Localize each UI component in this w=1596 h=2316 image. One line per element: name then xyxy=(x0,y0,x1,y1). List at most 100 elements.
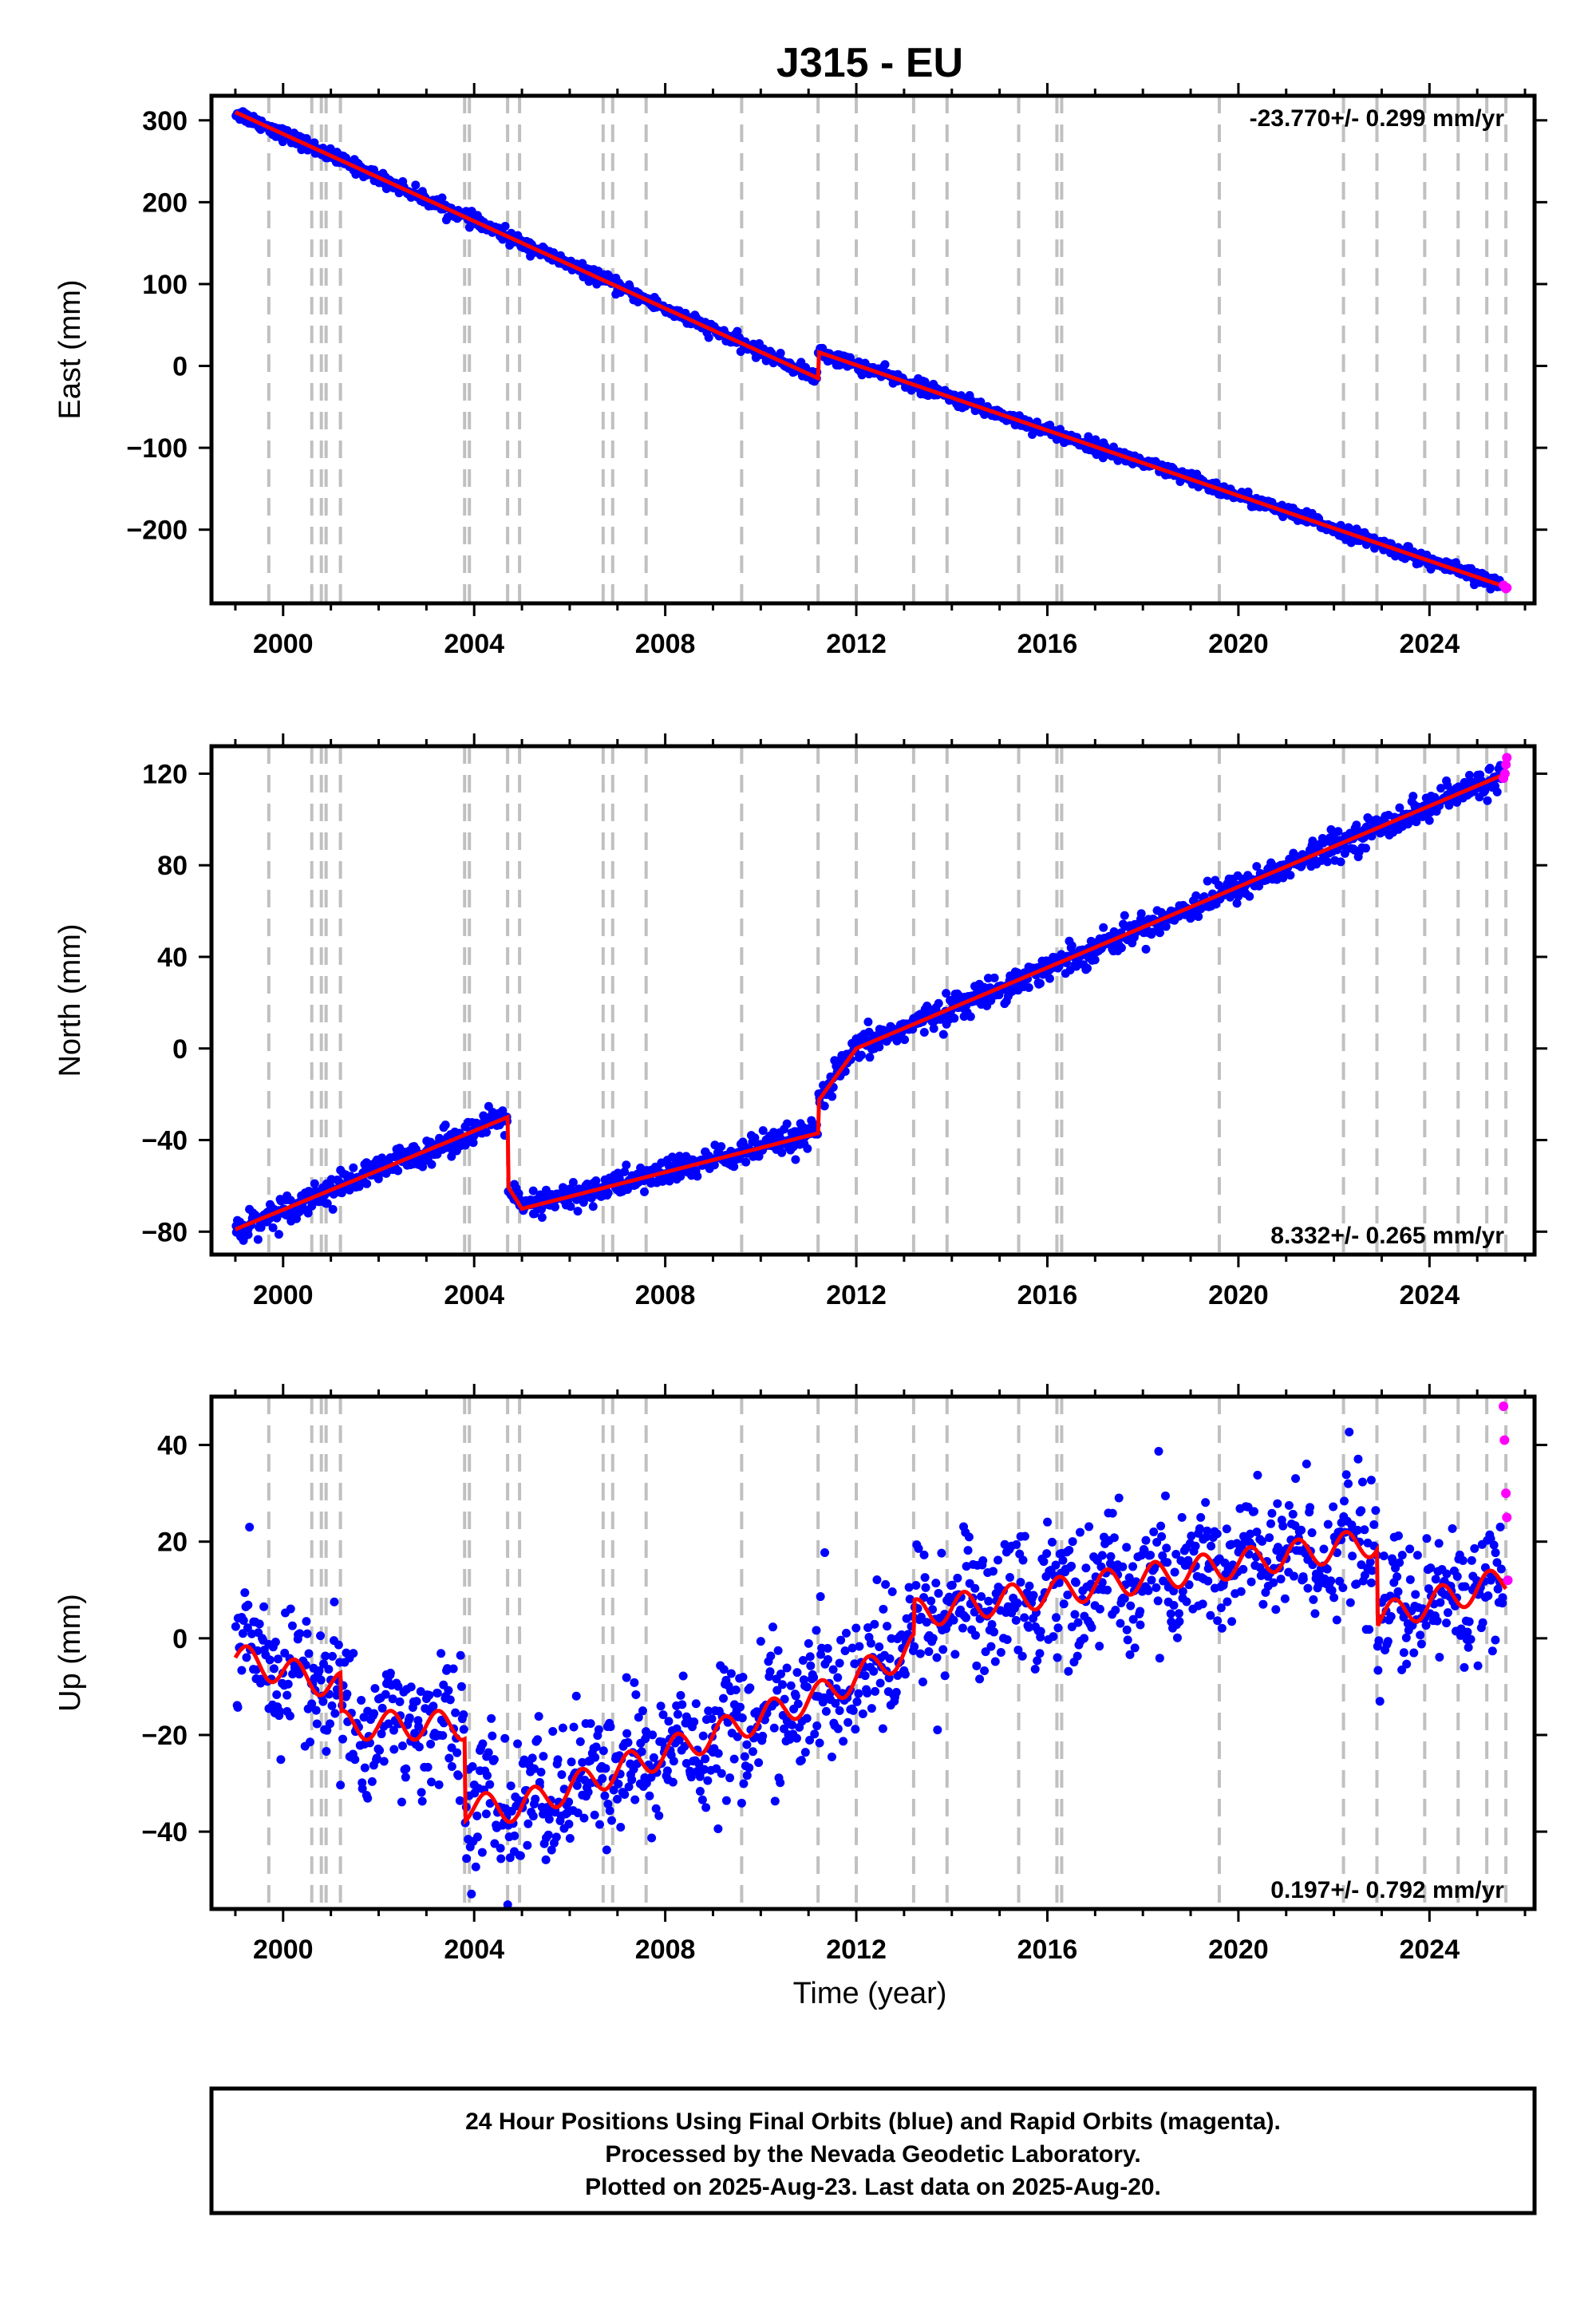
x-tick-label: 2000 xyxy=(253,1935,314,1965)
data-point xyxy=(1373,1666,1383,1675)
data-point xyxy=(1329,1593,1339,1603)
data-point xyxy=(411,180,421,190)
data-point xyxy=(1347,1520,1357,1530)
data-point xyxy=(884,1673,894,1682)
data-point xyxy=(336,1780,346,1790)
data-point xyxy=(1397,1551,1407,1560)
data-point xyxy=(1424,816,1434,825)
data-point xyxy=(1416,1630,1425,1640)
x-tick-label: 2008 xyxy=(635,629,696,659)
data-point xyxy=(1258,1536,1267,1546)
data-point xyxy=(1108,1508,1117,1518)
data-point xyxy=(1175,1617,1184,1626)
data-point xyxy=(1118,1562,1128,1571)
data-point xyxy=(1099,923,1108,932)
model-line xyxy=(234,110,1507,589)
data-point xyxy=(1053,1653,1062,1662)
data-point xyxy=(1265,1533,1274,1543)
data-point xyxy=(425,1690,434,1700)
x-tick-label: 2000 xyxy=(253,629,314,659)
data-point xyxy=(547,1845,556,1855)
data-point xyxy=(1169,1587,1179,1596)
x-tick-label: 2004 xyxy=(444,1935,504,1965)
data-point xyxy=(843,1717,853,1727)
y-tick-label: −40 xyxy=(141,1126,188,1156)
data-point xyxy=(852,1697,862,1706)
data-point xyxy=(704,333,713,342)
data-point xyxy=(1443,1608,1452,1618)
data-point xyxy=(1120,911,1129,920)
data-point xyxy=(870,1619,879,1629)
data-point xyxy=(1246,1529,1255,1539)
data-point xyxy=(1386,1611,1396,1621)
data-point xyxy=(697,1795,707,1804)
data-point xyxy=(1047,1537,1057,1547)
data-point xyxy=(1254,881,1264,891)
data-point xyxy=(947,1580,957,1590)
data-point xyxy=(1051,1560,1061,1570)
data-point xyxy=(1020,1613,1029,1622)
data-point xyxy=(1214,880,1223,890)
data-point xyxy=(911,1580,921,1590)
data-point xyxy=(627,1775,637,1784)
data-point xyxy=(1485,764,1495,773)
data-point xyxy=(875,1042,884,1052)
data-point xyxy=(324,1665,334,1674)
data-point xyxy=(275,1706,285,1716)
data-point xyxy=(833,1724,843,1733)
data-point xyxy=(966,1012,975,1022)
data-point xyxy=(638,1706,647,1716)
x-tick-label: 2016 xyxy=(1017,629,1078,659)
data-point xyxy=(523,1819,533,1828)
data-point xyxy=(798,1655,808,1665)
data-point xyxy=(379,1757,389,1766)
data-point xyxy=(505,1853,515,1863)
data-point xyxy=(488,1731,497,1741)
data-point xyxy=(693,1172,702,1181)
data-point xyxy=(620,1167,630,1176)
data-point xyxy=(863,1017,873,1026)
data-point xyxy=(769,1723,779,1733)
data-point xyxy=(311,1705,321,1715)
data-point xyxy=(806,1661,816,1670)
y-axis-label: Up (mm) xyxy=(53,1594,87,1712)
data-point xyxy=(412,1697,421,1706)
data-point xyxy=(1498,1593,1507,1603)
data-point xyxy=(498,1106,508,1116)
data-point xyxy=(815,1738,824,1748)
data-point xyxy=(719,1694,729,1703)
plot-frame xyxy=(209,1394,1537,1911)
data-point xyxy=(984,1596,994,1606)
data-point xyxy=(1495,1522,1505,1531)
data-point xyxy=(414,1742,424,1752)
data-point xyxy=(942,989,951,998)
data-point xyxy=(932,1653,942,1662)
data-point xyxy=(1177,1512,1187,1522)
data-point xyxy=(918,1678,927,1687)
data-point xyxy=(468,1138,478,1148)
data-point xyxy=(1225,892,1235,902)
data-point xyxy=(1375,1697,1385,1706)
plot-frame xyxy=(209,93,1537,606)
data-point xyxy=(741,1157,751,1167)
data-point xyxy=(1067,941,1077,951)
data-point xyxy=(389,1745,399,1754)
data-point xyxy=(607,1816,617,1825)
y-tick-label: 0 xyxy=(172,1034,188,1065)
data-point xyxy=(1043,1517,1053,1527)
y-tick-label: −100 xyxy=(126,433,188,464)
rapid-point xyxy=(1502,583,1512,593)
data-point xyxy=(1178,1587,1187,1596)
data-point xyxy=(575,1737,585,1746)
data-point xyxy=(602,1845,611,1855)
data-point xyxy=(1276,1575,1286,1584)
data-point xyxy=(641,1734,650,1744)
data-point xyxy=(821,1706,831,1716)
data-point xyxy=(328,1204,338,1214)
data-point xyxy=(1267,860,1277,869)
data-point xyxy=(1141,944,1151,954)
data-point xyxy=(776,349,785,358)
data-point xyxy=(1487,1646,1497,1656)
data-point xyxy=(389,1725,398,1735)
data-point xyxy=(668,1777,678,1787)
